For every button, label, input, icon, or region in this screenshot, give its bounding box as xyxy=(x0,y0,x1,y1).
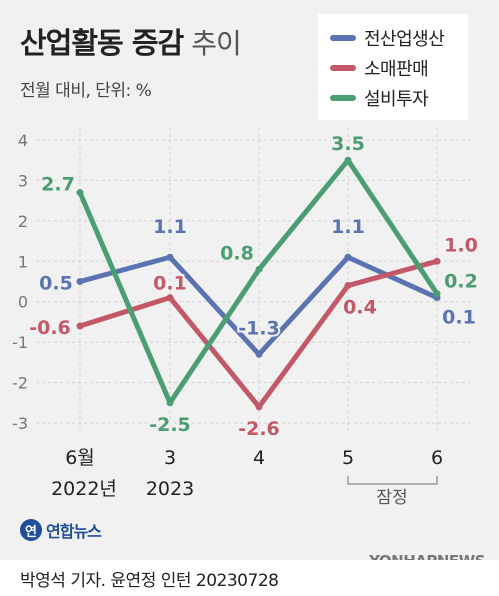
series-0-point-3 xyxy=(344,253,352,261)
series-1-point-3 xyxy=(344,282,352,290)
provisional-bracket-label: 잠정 xyxy=(376,488,407,508)
data-label-series-0-3: 1.1 xyxy=(331,216,365,238)
series-2-point-0 xyxy=(76,189,84,197)
data-label-series-2-4: 0.2 xyxy=(444,271,478,293)
series-2-point-4 xyxy=(433,290,441,298)
footer-credit: 박영석 기자. 윤연정 인턴 20230728 xyxy=(20,571,279,591)
y-tick-label-4: 0 xyxy=(18,293,28,312)
x-tick-label-1: 3 xyxy=(164,447,176,469)
y-tick-label-3: 1 xyxy=(18,252,28,271)
footer: 박영석 기자. 윤연정 인턴 20230728 xyxy=(0,560,499,596)
series-1-point-1 xyxy=(166,294,174,302)
data-label-series-1-2: -2.6 xyxy=(238,418,280,440)
x-tick-label-0: 6월 xyxy=(65,447,95,469)
chart-title: 산업활동 증감 추이 xyxy=(20,20,242,62)
data-label-series-1-4: 1.0 xyxy=(444,234,478,256)
legend-swatch-series-0 xyxy=(330,35,356,41)
y-tick-label-0: 4 xyxy=(18,131,28,150)
yonhap-logo-text: 연합뉴스 xyxy=(46,522,102,541)
series-0-point-2 xyxy=(255,350,263,358)
x-tick-sublabel-1: 2023 xyxy=(146,478,194,500)
series-0-point-1 xyxy=(166,253,174,261)
chart-title-suffix: 추이 xyxy=(191,27,242,60)
y-tick-label-5: -1 xyxy=(12,333,28,352)
legend: 전산업생산 소매판매 설비투자 xyxy=(318,14,468,120)
legend-swatch-series-1 xyxy=(330,65,356,71)
x-tick-label-3: 5 xyxy=(342,447,354,469)
yonhap-logo: 연 연합뉴스 xyxy=(20,518,102,542)
chart-subtitle: 전월 대비, 단위: % xyxy=(20,81,152,101)
data-label-series-2-0: 2.7 xyxy=(41,174,75,196)
data-label-series-1-0: -0.6 xyxy=(29,317,71,339)
data-label-series-0-1: 1.1 xyxy=(153,216,187,238)
legend-item-series-0: 전산업생산 xyxy=(330,28,445,50)
data-label-series-0-0: 0.5 xyxy=(39,273,73,295)
infographic-card: 산업활동 증감 추이 전월 대비, 단위: % 전산업생산 소매판매 설비투자 4… xyxy=(0,0,499,560)
x-tick-label-4: 6 xyxy=(431,447,443,469)
provisional-bracket xyxy=(347,476,438,485)
yonhap-logo-icon: 연 xyxy=(20,519,42,541)
data-label-series-2-3: 3.5 xyxy=(331,133,365,155)
x-tick-label-2: 4 xyxy=(253,447,265,469)
line-chart: 4 3 2 1 0 -1 -2 -3 0.5 1.1 -1.3 1.1 0.1 -0.6 0.1 -2.6 0.… xyxy=(12,128,480,508)
series-2-point-2 xyxy=(255,265,263,273)
data-label-series-2-1: -2.5 xyxy=(149,414,191,436)
y-tick-label-6: -2 xyxy=(12,374,28,393)
series-0-point-0 xyxy=(76,278,84,285)
data-label-series-2-2: 0.8 xyxy=(220,242,254,264)
legend-item-series-1: 소매판매 xyxy=(330,58,429,80)
legend-swatch-series-2 xyxy=(330,95,356,101)
y-tick-label-7: -3 xyxy=(12,414,28,433)
series-1-point-2 xyxy=(255,403,263,411)
y-tick-label-2: 2 xyxy=(18,212,28,231)
y-tick-label-1: 3 xyxy=(18,171,28,190)
series-2-point-3 xyxy=(344,156,352,164)
data-label-series-1-1: 0.1 xyxy=(153,273,187,295)
data-label-series-0-2: -1.3 xyxy=(238,317,280,339)
data-label-series-1-3: 0.4 xyxy=(343,297,377,319)
x-tick-sublabel-0: 2022년 xyxy=(51,478,117,500)
legend-label-series-1: 소매판매 xyxy=(364,59,429,80)
legend-item-series-2: 설비투자 xyxy=(330,88,429,110)
series-2-point-1 xyxy=(166,399,174,407)
data-label-series-0-4: 0.1 xyxy=(442,307,476,329)
chart-title-main: 산업활동 증감 xyxy=(20,26,184,60)
series-1-point-0 xyxy=(76,322,84,330)
legend-label-series-2: 설비투자 xyxy=(364,89,429,110)
legend-label-series-0: 전산업생산 xyxy=(364,29,445,50)
series-1-point-4 xyxy=(433,257,441,265)
